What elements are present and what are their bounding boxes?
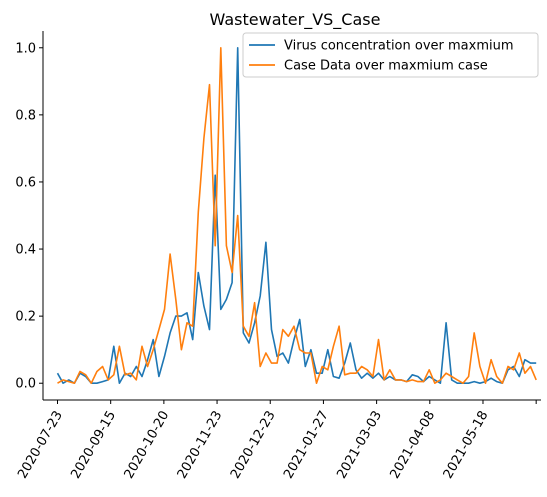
y-tick-label: 0.6 — [15, 175, 36, 190]
x-tick-label: 2020-12-23 — [228, 409, 279, 482]
x-tick-label: 2021-03-03 — [334, 409, 385, 482]
plot-area — [56, 46, 537, 385]
y-tick-label: 0.4 — [15, 243, 36, 258]
y-tick-label: 0.8 — [15, 108, 36, 123]
x-tick-label: 2021-04-08 — [387, 409, 438, 482]
y-tick-label: 0.2 — [15, 310, 36, 325]
series-line-1 — [56, 46, 537, 385]
legend-label-1: Virus concentration over maxmium — [284, 39, 514, 54]
x-tick-label: 2021-01-27 — [281, 409, 332, 482]
x-tick-label: 2020-09-15 — [68, 409, 119, 482]
legend-label-2: Case Data over maxmium case — [284, 59, 488, 74]
x-axis: 2020-07-23 2020-09-15 2020-10-20 2020-11-23… — [15, 399, 541, 482]
legend-box — [242, 32, 539, 78]
chart-title: Wastewater_VS_Case — [210, 10, 381, 30]
y-tick-label: 1.0 — [15, 41, 36, 56]
x-tick-label: 2021-05-18 — [441, 409, 492, 482]
y-axis: 0.0 0.2 0.4 0.6 0.8 1.0 — [15, 31, 44, 400]
y-tick-label: 0.0 — [15, 377, 36, 392]
x-tick-label: 2020-10-20 — [122, 409, 173, 482]
legend: Virus concentration over maxmium Case Dat… — [242, 32, 539, 78]
x-tick-label: 2020-07-23 — [15, 409, 66, 482]
x-tick-label: 2020-11-23 — [175, 409, 226, 482]
series-line-2 — [57, 46, 537, 385]
